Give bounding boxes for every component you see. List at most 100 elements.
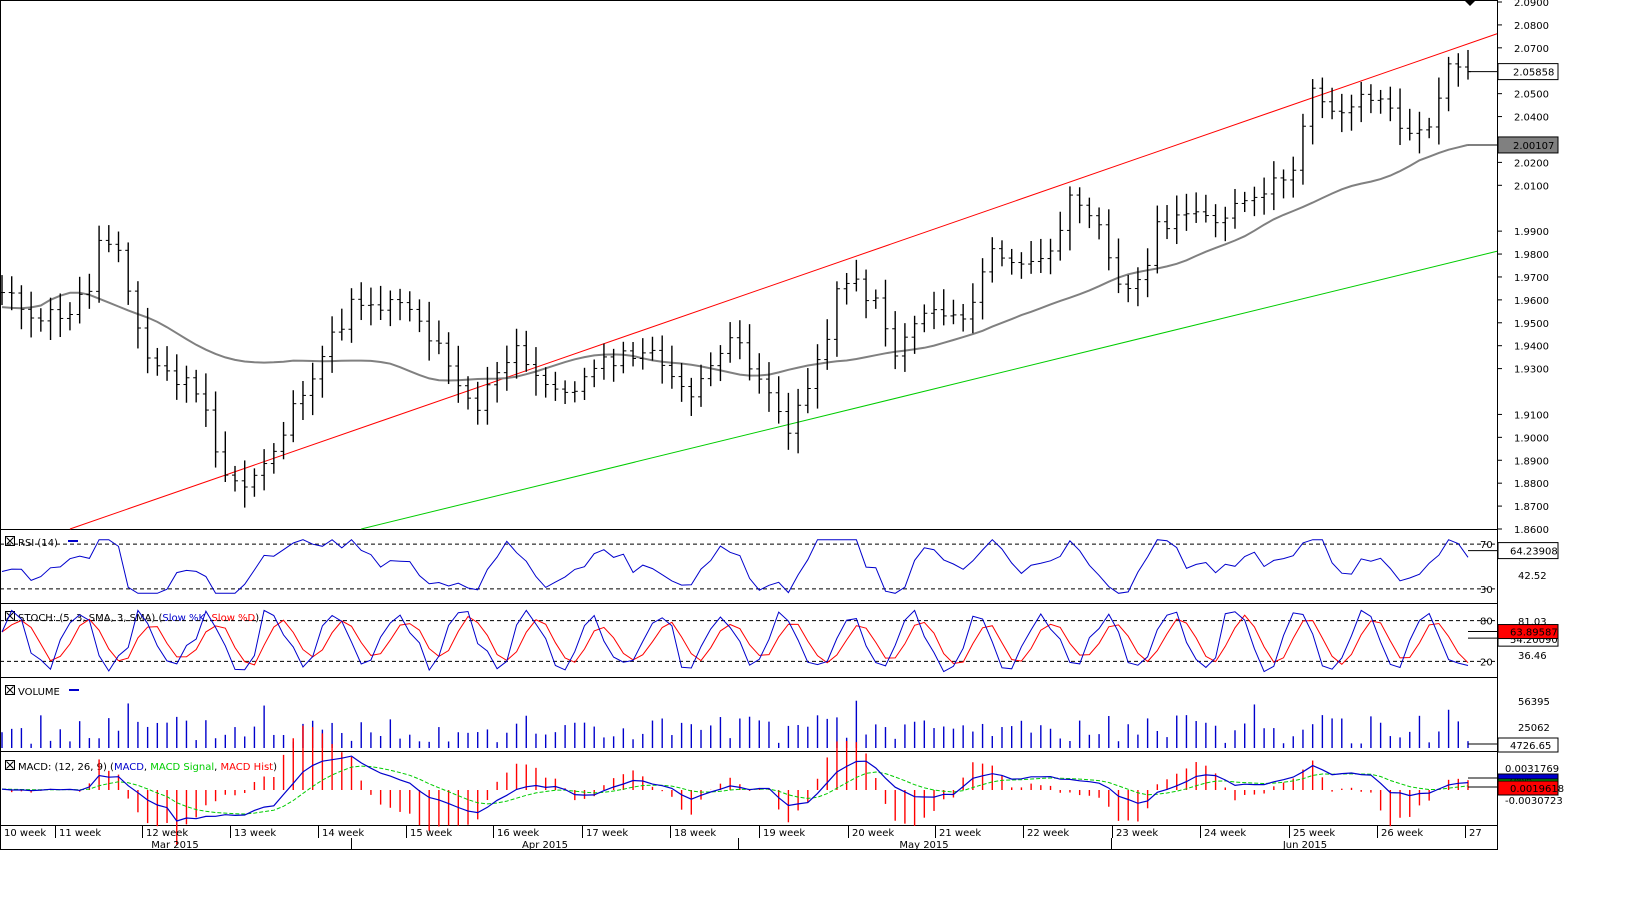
price-tick-label: 1.9700 [1514,273,1549,284]
week-label: 20 week [852,828,894,839]
price-tick-label: 2.0900 [1514,0,1549,9]
rsi-close-icon [6,537,14,545]
price-tick-label: 1.8800 [1514,479,1549,490]
week-label: 25 week [1293,828,1335,839]
volume-value-box [1497,737,1559,753]
macd-panel: MACD: (12, 26, 9) (MACD, MACD Signal, MA… [5,760,277,773]
chevron-down-icon[interactable] [1464,0,1476,6]
moving-average-line [1,143,1469,382]
month-label: Mar 2015 [151,840,199,851]
price-tick-label: 2.0400 [1514,113,1549,124]
week-label: 19 week [763,828,805,839]
price-tick-label: 1.9100 [1514,410,1549,421]
price-tick-label: 1.9600 [1514,296,1549,307]
week-label: 13 week [234,828,276,839]
stoch-slow-k-line [1,609,1469,673]
price-tick-label: 2.0200 [1514,158,1549,169]
rsi-level-70: 70 [1480,540,1493,551]
week-label: 12 week [146,828,188,839]
stoch-k-value-label: 63.89587 [1510,628,1558,639]
week-label: 22 week [1027,828,1069,839]
month-label: May 2015 [899,840,948,851]
price-tick-label: 1.9800 [1514,250,1549,261]
rsi-tick-label: 42.52 [1518,571,1547,582]
stoch-d-value-label: 54.20090 [1510,635,1558,646]
price-tick-label: 1.9000 [1514,433,1549,444]
macd-hist-value-label: 0.0019618 [1510,784,1564,795]
trend-channel [69,33,1498,530]
stoch-title: STOCH: (5, 3, SMA, 3, SMA) (Slow %K, Slo… [18,613,259,624]
price-tick-label: 2.0100 [1514,181,1549,192]
macd-hist-legend: MACD Hist [221,762,274,773]
stoch-slow-d-line [1,614,1469,666]
volume-panel: VOLUME [5,685,79,698]
rsi-title: RSI (14) [18,538,58,549]
stoch-title-suffix: ) [255,613,259,624]
lower-channel-line [361,250,1498,530]
macd-title-sep-1: , [144,762,150,773]
volume-tick-label: 56395 [1518,697,1550,708]
stoch-level-80: 80 [1480,617,1493,628]
macd-title: MACD: (12, 26, 9) (MACD, MACD Signal, MA… [18,762,277,773]
rsi-value-label: 64.23908 [1510,547,1558,558]
week-label: 15 week [410,828,452,839]
week-label: 14 week [322,828,364,839]
x-axis: 10 week 11 week 12 week 13 week 14 week 15 we… [0,826,1482,851]
ma-value-label: 2.00107 [1513,141,1554,152]
price-tick-label: 1.9400 [1514,342,1549,353]
week-label: 11 week [59,828,101,839]
stoch-d-legend: Slow %D [211,613,255,624]
week-label: 21 week [939,828,981,839]
upper-channel-line [69,33,1498,530]
macd-close-icon [6,761,14,769]
price-tick-label: 1.9500 [1514,319,1549,330]
price-tick-label: 1.9300 [1514,365,1549,376]
stoch-title-sep: , [205,613,211,624]
moving-average [1,143,1497,382]
stoch-tick-label-low: 36.46 [1518,651,1547,662]
ma-value-box [1497,136,1559,154]
price-axis-ticks: 2.09002.08002.07002.05002.04002.03002.02… [1497,0,1549,536]
macd-title-prefix: MACD: (12, 26, 9) ( [18,762,114,773]
stoch-k-value-box [1497,624,1559,640]
price-value-labels: 2.05858 2.00107 [1468,63,1559,154]
price-tick-label: 1.8600 [1514,525,1549,536]
week-label: 24 week [1204,828,1246,839]
week-label: 17 week [586,828,628,839]
macd-hist-value-box [1497,780,1559,796]
last-price-label: 2.05858 [1513,68,1554,79]
price-tick-label: 2.0500 [1514,90,1549,101]
macd-signal-legend: MACD Signal [150,762,214,773]
macd-tick-label-low: -0.0030723 [1505,796,1563,807]
week-label: 18 week [674,828,716,839]
macd-title-sep-2: , [214,762,220,773]
rsi-panel: RSI (14) [5,536,78,549]
price-bars [0,49,1471,508]
rsi-value-box [1497,542,1559,560]
volume-close-icon [6,686,14,694]
rsi-line [1,538,1469,594]
macd-legend: MACD [114,762,144,773]
price-tick-label: 2.0800 [1514,21,1549,32]
stoch-title-prefix: STOCH: (5, 3, SMA, 3, SMA) ( [18,613,163,624]
rsi-series: 70 30 42.52 64.23908 [0,538,1559,596]
week-label: 23 week [1116,828,1158,839]
price-tick-label: 1.9900 [1514,227,1549,238]
month-label: Jun 2015 [1282,840,1327,851]
stoch-level-20: 20 [1480,657,1493,668]
macd-tick-label-high: 0.0031769 [1505,764,1559,775]
price-tick-label: 1.8900 [1514,456,1549,467]
rsi-level-30: 30 [1480,585,1493,596]
week-label: 10 week [4,828,46,839]
volume-value-label: 4726.65 [1510,741,1551,752]
volume-title: VOLUME [18,687,60,698]
month-label: Apr 2015 [522,840,568,851]
macd-title-suffix: ) [273,762,277,773]
stoch-k-legend: Slow %K [162,613,205,624]
week-label: 16 week [497,828,539,839]
